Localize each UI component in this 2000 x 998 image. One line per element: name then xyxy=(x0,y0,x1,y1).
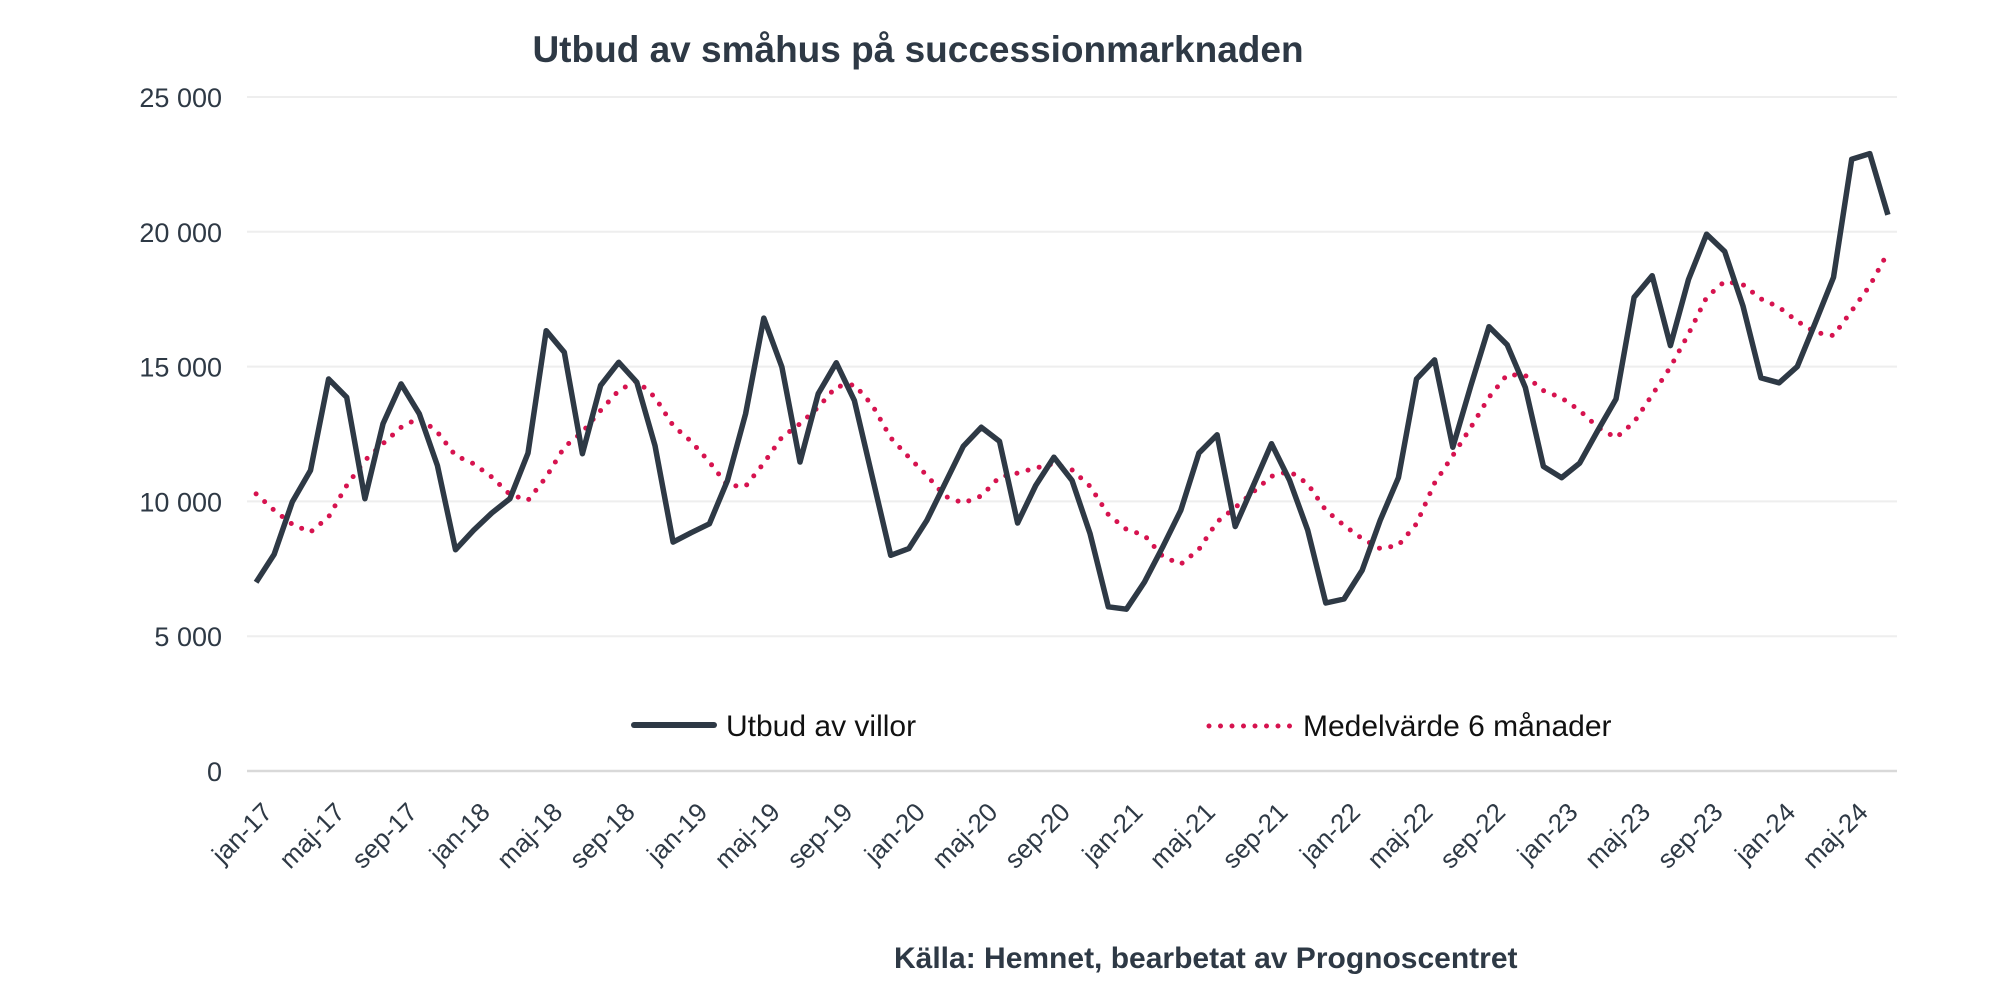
x-tick-label: sep-19 xyxy=(781,797,858,874)
x-tick-label: maj-19 xyxy=(708,797,785,874)
legend-label-utbud-av-villor: Utbud av villor xyxy=(726,710,916,743)
legend: Utbud av villor Medelvärde 6 månader xyxy=(631,710,1612,743)
y-tick-label: 15 000 xyxy=(139,353,222,383)
x-tick-label: sep-22 xyxy=(1434,797,1511,874)
y-tick-label: 20 000 xyxy=(139,218,222,248)
source-note: Källa: Hemnet, bearbetat av Prognoscentr… xyxy=(894,942,1518,975)
x-tick-label: maj-20 xyxy=(926,797,1003,874)
y-tick-label: 0 xyxy=(207,757,222,787)
x-tick-label: sep-23 xyxy=(1651,797,1728,874)
x-tick-label: sep-18 xyxy=(563,797,640,874)
y-tick-label: 10 000 xyxy=(139,487,222,517)
chart-title: Utbud av småhus på successionmarknaden xyxy=(532,29,1303,70)
series-line-utbud-av-villor xyxy=(253,150,1891,612)
x-tick-label: sep-17 xyxy=(346,797,423,874)
x-tick-label: jan-23 xyxy=(1511,797,1584,870)
y-tick-label: 5 000 xyxy=(154,622,222,652)
x-tick-label: sep-21 xyxy=(1216,797,1293,874)
x-tick-label: sep-20 xyxy=(998,797,1075,874)
series-lines xyxy=(253,150,1891,612)
x-tick-label: jan-19 xyxy=(640,797,713,870)
x-tick-label: jan-18 xyxy=(423,797,496,870)
legend-label-medelvarde-6-manader: Medelvärde 6 månader xyxy=(1303,710,1612,743)
gridlines xyxy=(247,96,1897,773)
x-tick-label: maj-17 xyxy=(273,797,350,874)
x-tick-label: maj-22 xyxy=(1361,797,1438,874)
y-axis-tick-labels: 0 5 000 10 000 15 000 20 000 25 000 xyxy=(139,83,222,787)
x-tick-label: jan-17 xyxy=(205,797,278,870)
x-tick-label: maj-24 xyxy=(1796,797,1873,874)
x-tick-label: jan-22 xyxy=(1293,797,1366,870)
series-line-medelvarde-6-manader xyxy=(253,250,1891,567)
x-tick-label: maj-18 xyxy=(491,797,568,874)
x-tick-label: maj-21 xyxy=(1144,797,1221,874)
x-tick-label: jan-20 xyxy=(858,797,931,870)
x-tick-label: jan-21 xyxy=(1075,797,1148,870)
y-tick-label: 25 000 xyxy=(139,83,222,113)
x-tick-label: jan-24 xyxy=(1728,797,1801,870)
x-tick-label: maj-23 xyxy=(1579,797,1656,874)
